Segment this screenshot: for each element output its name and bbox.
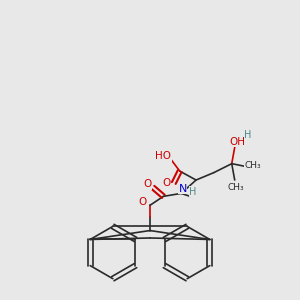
Text: O: O <box>138 197 147 207</box>
Text: O: O <box>162 178 170 188</box>
Text: OH: OH <box>230 137 246 147</box>
Text: O: O <box>143 179 151 190</box>
Text: CH₃: CH₃ <box>228 183 244 192</box>
Text: H: H <box>189 187 197 197</box>
Text: N: N <box>178 184 187 194</box>
Text: CH₃: CH₃ <box>244 161 261 170</box>
Text: H: H <box>244 130 252 140</box>
Text: HO: HO <box>155 151 171 161</box>
